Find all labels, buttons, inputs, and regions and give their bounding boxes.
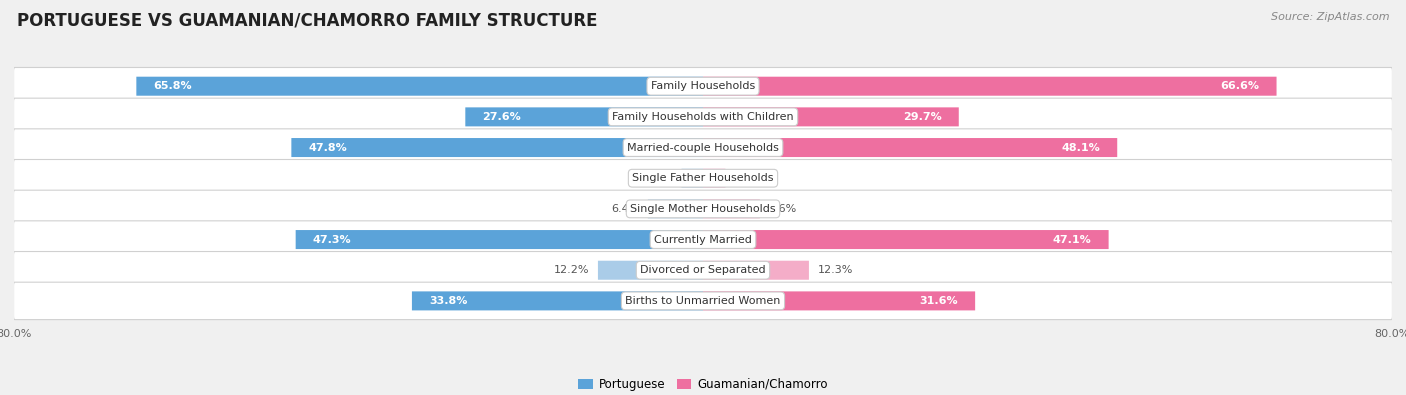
FancyBboxPatch shape — [14, 129, 1392, 166]
FancyBboxPatch shape — [14, 68, 1392, 105]
Text: PORTUGUESE VS GUAMANIAN/CHAMORRO FAMILY STRUCTURE: PORTUGUESE VS GUAMANIAN/CHAMORRO FAMILY … — [17, 12, 598, 30]
Legend: Portuguese, Guamanian/Chamorro: Portuguese, Guamanian/Chamorro — [578, 378, 828, 391]
Text: 47.8%: 47.8% — [308, 143, 347, 152]
Text: 2.5%: 2.5% — [644, 173, 673, 183]
FancyBboxPatch shape — [703, 77, 1277, 96]
FancyBboxPatch shape — [682, 169, 703, 188]
Text: Single Father Households: Single Father Households — [633, 173, 773, 183]
Text: 47.1%: 47.1% — [1053, 235, 1091, 245]
FancyBboxPatch shape — [14, 190, 1392, 228]
Text: 66.6%: 66.6% — [1220, 81, 1260, 91]
FancyBboxPatch shape — [703, 292, 976, 310]
Text: Married-couple Households: Married-couple Households — [627, 143, 779, 152]
FancyBboxPatch shape — [291, 138, 703, 157]
FancyBboxPatch shape — [703, 230, 1108, 249]
Text: 31.6%: 31.6% — [920, 296, 957, 306]
FancyBboxPatch shape — [14, 282, 1392, 320]
Text: Births to Unmarried Women: Births to Unmarried Women — [626, 296, 780, 306]
FancyBboxPatch shape — [598, 261, 703, 280]
FancyBboxPatch shape — [703, 261, 808, 280]
FancyBboxPatch shape — [14, 221, 1392, 258]
Text: Family Households with Children: Family Households with Children — [612, 112, 794, 122]
FancyBboxPatch shape — [648, 199, 703, 218]
Text: 12.2%: 12.2% — [554, 265, 589, 275]
Text: 6.4%: 6.4% — [610, 204, 640, 214]
FancyBboxPatch shape — [14, 252, 1392, 289]
FancyBboxPatch shape — [14, 160, 1392, 197]
Text: 65.8%: 65.8% — [153, 81, 193, 91]
FancyBboxPatch shape — [703, 107, 959, 126]
Text: 27.6%: 27.6% — [482, 112, 522, 122]
FancyBboxPatch shape — [412, 292, 703, 310]
Text: 2.6%: 2.6% — [734, 173, 762, 183]
Text: Divorced or Separated: Divorced or Separated — [640, 265, 766, 275]
Text: 12.3%: 12.3% — [817, 265, 853, 275]
FancyBboxPatch shape — [703, 199, 759, 218]
FancyBboxPatch shape — [295, 230, 703, 249]
Text: 6.6%: 6.6% — [769, 204, 797, 214]
Text: Family Households: Family Households — [651, 81, 755, 91]
Text: Source: ZipAtlas.com: Source: ZipAtlas.com — [1271, 12, 1389, 22]
Text: 48.1%: 48.1% — [1062, 143, 1099, 152]
Text: Single Mother Households: Single Mother Households — [630, 204, 776, 214]
FancyBboxPatch shape — [14, 98, 1392, 135]
FancyBboxPatch shape — [136, 77, 703, 96]
Text: 29.7%: 29.7% — [903, 112, 942, 122]
Text: 47.3%: 47.3% — [314, 235, 352, 245]
Text: 33.8%: 33.8% — [429, 296, 468, 306]
FancyBboxPatch shape — [465, 107, 703, 126]
FancyBboxPatch shape — [703, 138, 1118, 157]
Text: Currently Married: Currently Married — [654, 235, 752, 245]
FancyBboxPatch shape — [703, 169, 725, 188]
